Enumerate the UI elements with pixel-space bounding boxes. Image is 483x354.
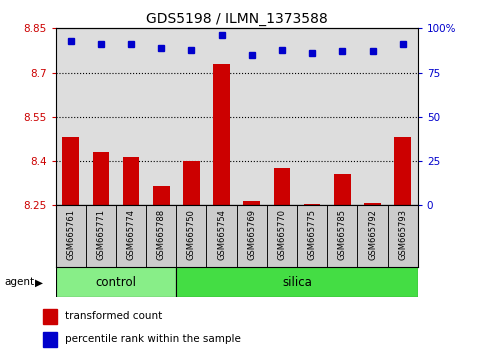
Bar [237,205,267,267]
Bar [334,175,351,205]
Bar [43,309,57,324]
Text: GSM665774: GSM665774 [127,209,136,260]
Bar [304,204,320,205]
Text: GSM665793: GSM665793 [398,209,407,260]
Bar [86,205,116,267]
Text: transformed count: transformed count [65,312,163,321]
Bar [183,161,199,205]
Text: ▶: ▶ [35,277,43,287]
Bar [153,186,170,205]
Bar [274,169,290,205]
Bar [213,64,230,205]
Bar [176,267,418,297]
Bar [364,203,381,205]
Bar [56,205,86,267]
Text: control: control [96,276,136,289]
Bar [43,332,57,347]
Bar [176,205,207,267]
Text: GSM665770: GSM665770 [277,209,286,260]
Bar [207,205,237,267]
Bar [297,205,327,267]
Bar [395,137,411,205]
Title: GDS5198 / ILMN_1373588: GDS5198 / ILMN_1373588 [146,12,327,26]
Bar [146,205,176,267]
Text: GSM665792: GSM665792 [368,209,377,260]
Text: GSM665769: GSM665769 [247,209,256,260]
Text: GSM665771: GSM665771 [96,209,105,260]
Text: agent: agent [5,277,35,287]
Text: percentile rank within the sample: percentile rank within the sample [65,335,241,344]
Bar [267,205,297,267]
Text: GSM665761: GSM665761 [66,209,75,260]
Text: silica: silica [282,276,312,289]
Bar [62,137,79,205]
Text: GSM665754: GSM665754 [217,209,226,260]
Bar [357,205,388,267]
Bar [388,205,418,267]
Bar [327,205,357,267]
Bar [123,157,139,205]
Text: GSM665775: GSM665775 [308,209,317,260]
Text: GSM665785: GSM665785 [338,209,347,260]
Bar [243,201,260,205]
Bar [56,267,176,297]
Bar [93,152,109,205]
Bar [116,205,146,267]
Text: GSM665750: GSM665750 [187,209,196,260]
Text: GSM665788: GSM665788 [156,209,166,260]
